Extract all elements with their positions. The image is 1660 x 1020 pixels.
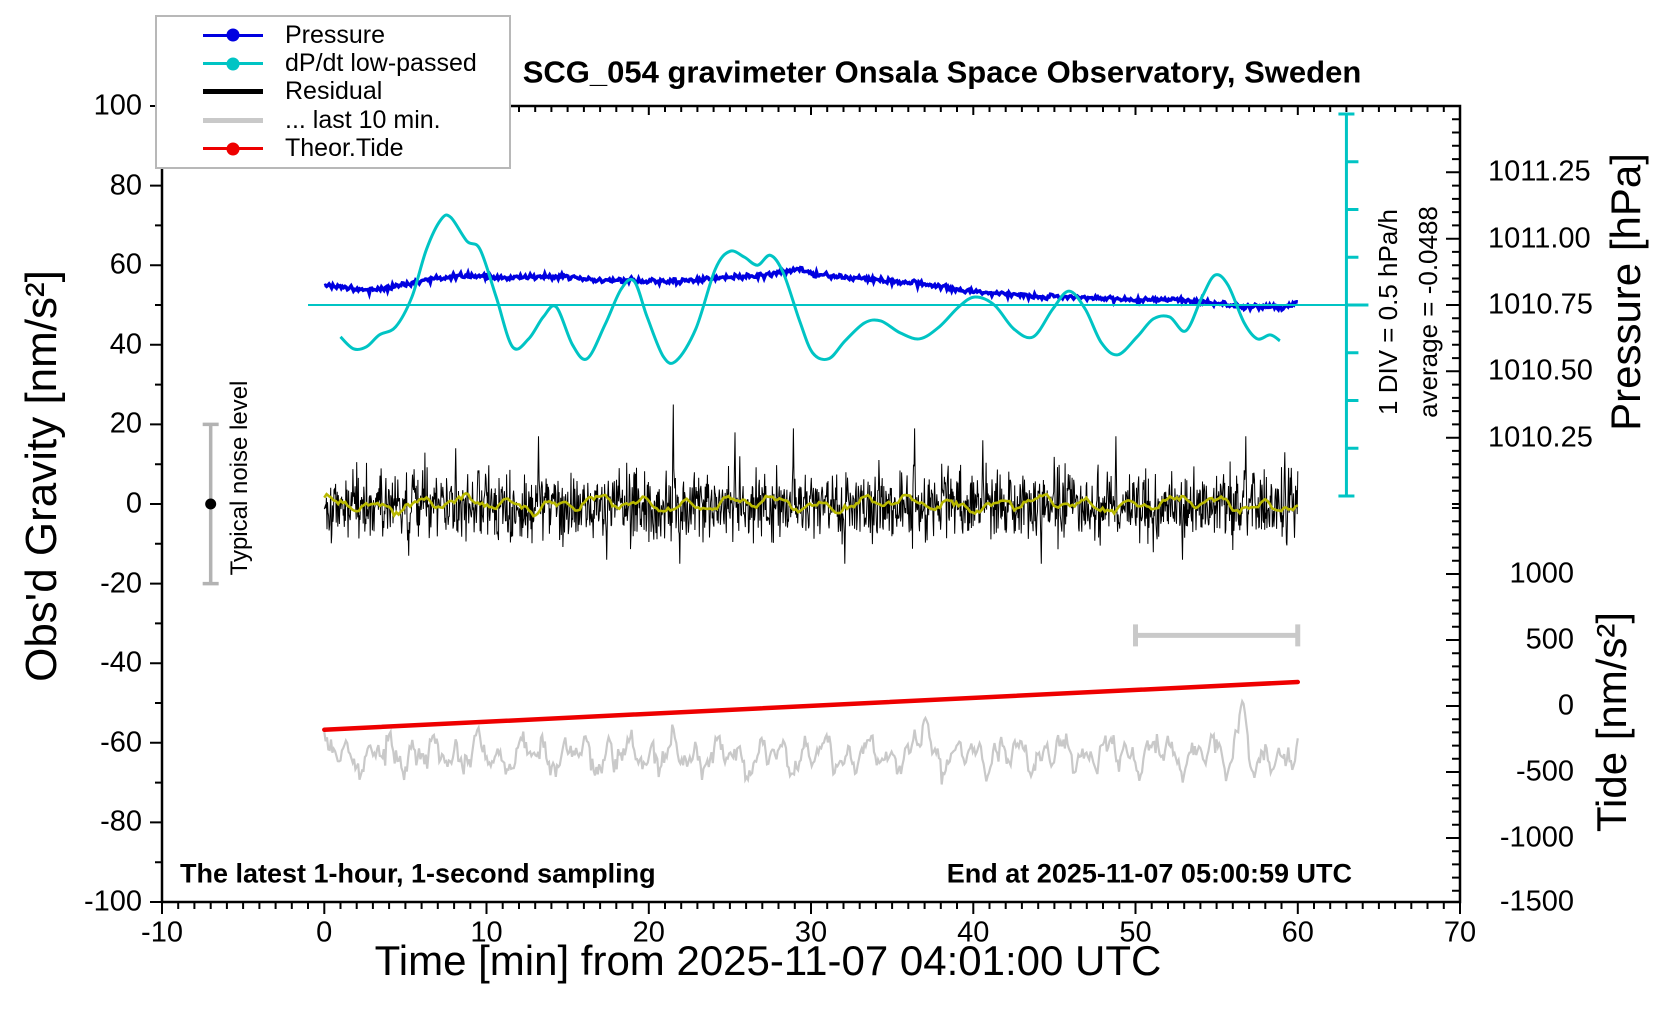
legend-dot: [226, 28, 240, 42]
noise-level-bar: [202, 422, 219, 586]
tide-tick-label: -1500: [1499, 885, 1574, 918]
series-residual: [323, 404, 1299, 564]
series-dpdt: [339, 213, 1281, 365]
gravity-tick-label: -60: [100, 726, 142, 759]
gravity-tick-label: -80: [100, 805, 142, 838]
average-note: average = -0.0488: [1413, 206, 1443, 418]
x-tick-label: 10: [470, 916, 503, 949]
legend-label: dP/dt low-passed: [285, 49, 477, 78]
legend-label: Theor.Tide: [285, 134, 404, 163]
x-tick-label: 60: [1281, 916, 1314, 949]
legend-label: Pressure: [285, 20, 386, 49]
axis-ticks: [150, 105, 1461, 914]
pressure-axis-title: Pressure [hPa]: [1602, 153, 1649, 431]
legend-dot: [226, 142, 240, 156]
legend-item: Pressure: [157, 20, 509, 49]
legend-item: dP/dt low-passed: [157, 49, 509, 78]
series-residual-smoothed: [323, 491, 1299, 519]
dpdt-scale-ruler: [1338, 112, 1369, 498]
x-tick-label: 70: [1443, 916, 1477, 949]
legend-item: ... last 10 min.: [157, 105, 509, 134]
plot-frame: [160, 104, 1462, 904]
gravity-tick-label: 40: [109, 328, 142, 361]
x-tick-label: 20: [632, 916, 665, 949]
series-pressure: [323, 265, 1299, 314]
legend-dot: [226, 57, 240, 71]
legend: Pressure dP/dt low-passed Residual... last…: [155, 15, 511, 169]
legend-item: Residual: [157, 77, 509, 106]
legend-marker: [203, 57, 263, 71]
gravity-axis-title: Obs'd Gravity [nm/s²]: [17, 270, 66, 682]
series-last-10-min: [323, 698, 1299, 785]
gravity-tick-label: -20: [100, 567, 142, 600]
legend-marker: [203, 142, 263, 156]
tide-tick-label: 1000: [1509, 557, 1574, 590]
legend-marker: [203, 117, 263, 123]
pressure-tick-label: 1010.50: [1488, 354, 1593, 387]
chart-title: SCG_054 gravimeter Onsala Space Observat…: [522, 54, 1362, 90]
pressure-tick-label: 1011.25: [1488, 155, 1591, 188]
x-tick-label: -10: [141, 916, 183, 949]
x-tick-label: 50: [1119, 916, 1152, 949]
tide-axis-title: Tide [nm/s²]: [1588, 611, 1635, 833]
x-axis-title: Time [min] from 2025-11-07 04:01:00 UTC: [374, 937, 1162, 984]
gravity-tick-label: 100: [93, 89, 142, 122]
gravity-tick-label: -40: [100, 646, 142, 679]
gravity-tick-label: 80: [109, 169, 142, 202]
noise-level-dot: [205, 498, 217, 510]
gravity-tick-label: 0: [125, 487, 142, 520]
legend-label: Residual: [285, 77, 383, 106]
pressure-tick-label: 1010.25: [1488, 421, 1593, 454]
gravity-tick-label: -100: [83, 885, 142, 918]
legend-item: Theor.Tide: [157, 134, 509, 163]
legend-label: ... last 10 min.: [285, 105, 441, 134]
series-theor-tide: [322, 679, 1301, 732]
tide-tick-label: 0: [1557, 689, 1574, 722]
div-scale-note: 1 DIV = 0.5 hPa/h: [1373, 209, 1403, 415]
gravity-tick-label: 20: [109, 407, 142, 440]
tide-tick-label: 500: [1525, 623, 1574, 656]
legend-marker: [203, 28, 263, 42]
x-tick-label: 40: [957, 916, 990, 949]
typical-noise-label: Typical noise level: [226, 380, 253, 576]
pressure-tick-label: 1010.75: [1488, 288, 1593, 321]
ten-min-scale-bar: [1133, 624, 1301, 647]
tide-tick-label: -500: [1515, 755, 1574, 788]
legend-marker: [203, 89, 263, 95]
x-tick-label: 30: [794, 916, 828, 949]
sampling-note: The latest 1-hour, 1-second sampling: [180, 858, 656, 889]
end-time-note: End at 2025-11-07 05:00:59 UTC: [946, 858, 1352, 889]
pressure-tick-label: 1011.00: [1488, 222, 1591, 255]
tide-tick-label: -1000: [1499, 821, 1574, 854]
gravity-tick-label: 60: [109, 248, 142, 281]
x-tick-label: 0: [316, 916, 333, 949]
